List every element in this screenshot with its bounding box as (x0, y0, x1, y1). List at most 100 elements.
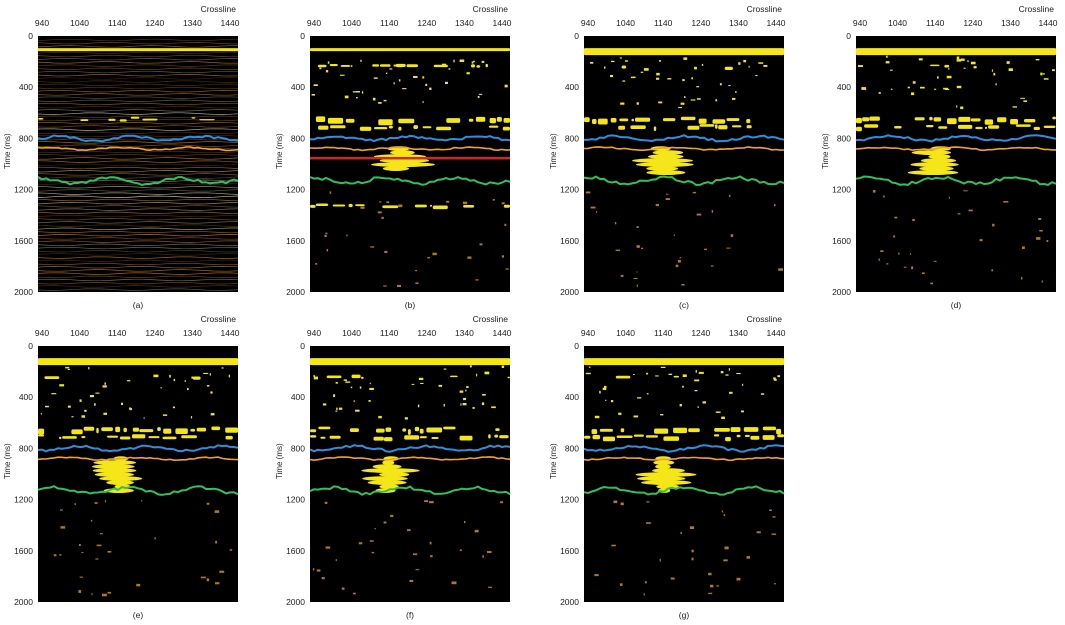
x-tick-label: 1240 (691, 328, 710, 338)
y-tick-label: 800 (837, 133, 851, 143)
y-tick-label: 400 (291, 82, 305, 92)
deep-reflector-band (310, 203, 510, 210)
scattered-anomalies (858, 55, 1055, 110)
x-tick-label: 1040 (888, 18, 907, 28)
y-tick-label: 2000 (832, 287, 851, 297)
top-reflector (38, 358, 238, 366)
x-tick-label: 1140 (654, 18, 673, 28)
x-axis-title: Crossline (201, 4, 237, 14)
panel-caption: (g) (679, 610, 690, 620)
top-reflector (856, 48, 1056, 56)
seismic-section (309, 36, 511, 292)
panel-d: Crossline 940 1040 1140 1240 1340 1440 0 400 800 1… (818, 0, 1065, 310)
shallow-anomalies (621, 65, 733, 70)
horizon-orange (37, 146, 239, 152)
y-tick-label: 1200 (832, 185, 851, 195)
y-tick-label: 1200 (560, 185, 579, 195)
y-tick-label: 1200 (14, 495, 33, 505)
y-tick-label: 0 (846, 31, 851, 41)
x-tick-label: 1440 (221, 18, 240, 28)
horizon-green (855, 175, 1057, 186)
x-tick-label: 1040 (70, 328, 89, 338)
panel-a-svg: Crossline 940 1040 1140 1240 1340 1440 0 400 800 1… (3, 4, 240, 310)
horizon-blue (309, 134, 511, 143)
x-tick-label: 940 (35, 328, 49, 338)
y-axis-title: Time (ms) (3, 133, 12, 169)
x-tick-label: 1440 (493, 328, 512, 338)
y-axis-title: Time (ms) (821, 133, 830, 169)
seismic-section (583, 346, 785, 602)
y-tick-label: 800 (291, 443, 305, 453)
bright-reflector-band (38, 426, 238, 435)
panel-f-svg: Crossline 940 1040 1140 1240 1340 1440 0 400 800 1… (275, 314, 512, 620)
y-tick-label: 400 (565, 392, 579, 402)
y-tick-label: 2000 (560, 597, 579, 607)
horizon-green (37, 485, 239, 496)
y-tick-label: 0 (28, 31, 33, 41)
bright-reflector-band-lower (584, 434, 784, 442)
y-tick-label: 2000 (560, 287, 579, 297)
panel-e: Crossline 940 1040 1140 1240 1340 1440 0 400 800 1… (0, 310, 250, 620)
top-reflector (584, 48, 784, 56)
bright-reflector-band-lower (856, 124, 1056, 132)
panel-caption: (d) (951, 300, 962, 310)
panel-caption: (b) (405, 300, 416, 310)
bright-reflector-band (856, 116, 1056, 125)
horizon-green (309, 176, 511, 186)
x-axis-title: Crossline (473, 4, 509, 14)
x-tick-label: 1040 (616, 18, 635, 28)
bright-reflector-band (310, 426, 500, 435)
x-tick-label: 940 (581, 18, 595, 28)
y-tick-label: 1600 (286, 236, 305, 246)
horizon-blue (583, 134, 785, 143)
panel-c-svg: Crossline 940 1040 1140 1240 1340 1440 0 400 800 1… (549, 4, 786, 310)
x-axis-title: Crossline (201, 314, 237, 324)
horizon-green (309, 485, 511, 496)
horizon-orange (37, 456, 239, 462)
x-tick-label: 1140 (380, 328, 399, 338)
y-axis-title: Time (ms) (549, 133, 558, 169)
panel-c: Crossline 940 1040 1140 1240 1340 1440 0 400 800 1… (546, 0, 796, 310)
top-reflector (310, 358, 510, 366)
panel-b: Crossline 940 1040 1140 1240 1340 1440 0 400 800 1… (272, 0, 522, 310)
y-axis-title: Time (ms) (3, 443, 12, 479)
horizon-blue (309, 444, 511, 453)
x-tick-label: 940 (581, 328, 595, 338)
horizon-orange (583, 456, 785, 462)
top-reflector (584, 358, 784, 366)
x-tick-label: 1340 (729, 328, 748, 338)
x-tick-label: 1340 (1001, 18, 1020, 28)
y-tick-label: 400 (837, 82, 851, 92)
gas-anomaly (907, 146, 959, 176)
x-axis-title: Crossline (473, 314, 509, 324)
x-tick-label: 1140 (380, 18, 399, 28)
x-tick-label: 1240 (417, 328, 436, 338)
panel-a: Crossline 940 1040 1140 1240 1340 1440 0 400 800 1… (0, 0, 250, 310)
section-background (38, 36, 238, 292)
deep-noise (872, 190, 1049, 285)
y-tick-label: 1200 (560, 495, 579, 505)
x-tick-label: 1040 (342, 328, 361, 338)
panel-f: Crossline 940 1040 1140 1240 1340 1440 0 400 800 1… (272, 310, 522, 620)
y-tick-label: 2000 (14, 287, 33, 297)
panel-caption: (a) (133, 300, 144, 310)
panel-caption: (c) (679, 300, 689, 310)
horizon-green (37, 176, 239, 187)
x-tick-label: 940 (35, 18, 49, 28)
shallow-anomalies (44, 376, 201, 380)
shallow-anomalies (317, 63, 488, 68)
x-tick-label: 1140 (108, 18, 127, 28)
y-tick-label: 1600 (560, 236, 579, 246)
top-reflector (38, 48, 238, 52)
x-tick-label: 1240 (145, 18, 164, 28)
time-slice-marker (310, 156, 510, 160)
seismic-section (855, 36, 1057, 292)
deep-noise (315, 191, 509, 287)
bright-reflector-band (584, 116, 751, 125)
y-tick-label: 1200 (286, 185, 305, 195)
y-tick-label: 1200 (286, 495, 305, 505)
x-tick-label: 1040 (616, 328, 635, 338)
x-tick-label: 1140 (654, 328, 673, 338)
x-tick-label: 1240 (691, 18, 710, 28)
